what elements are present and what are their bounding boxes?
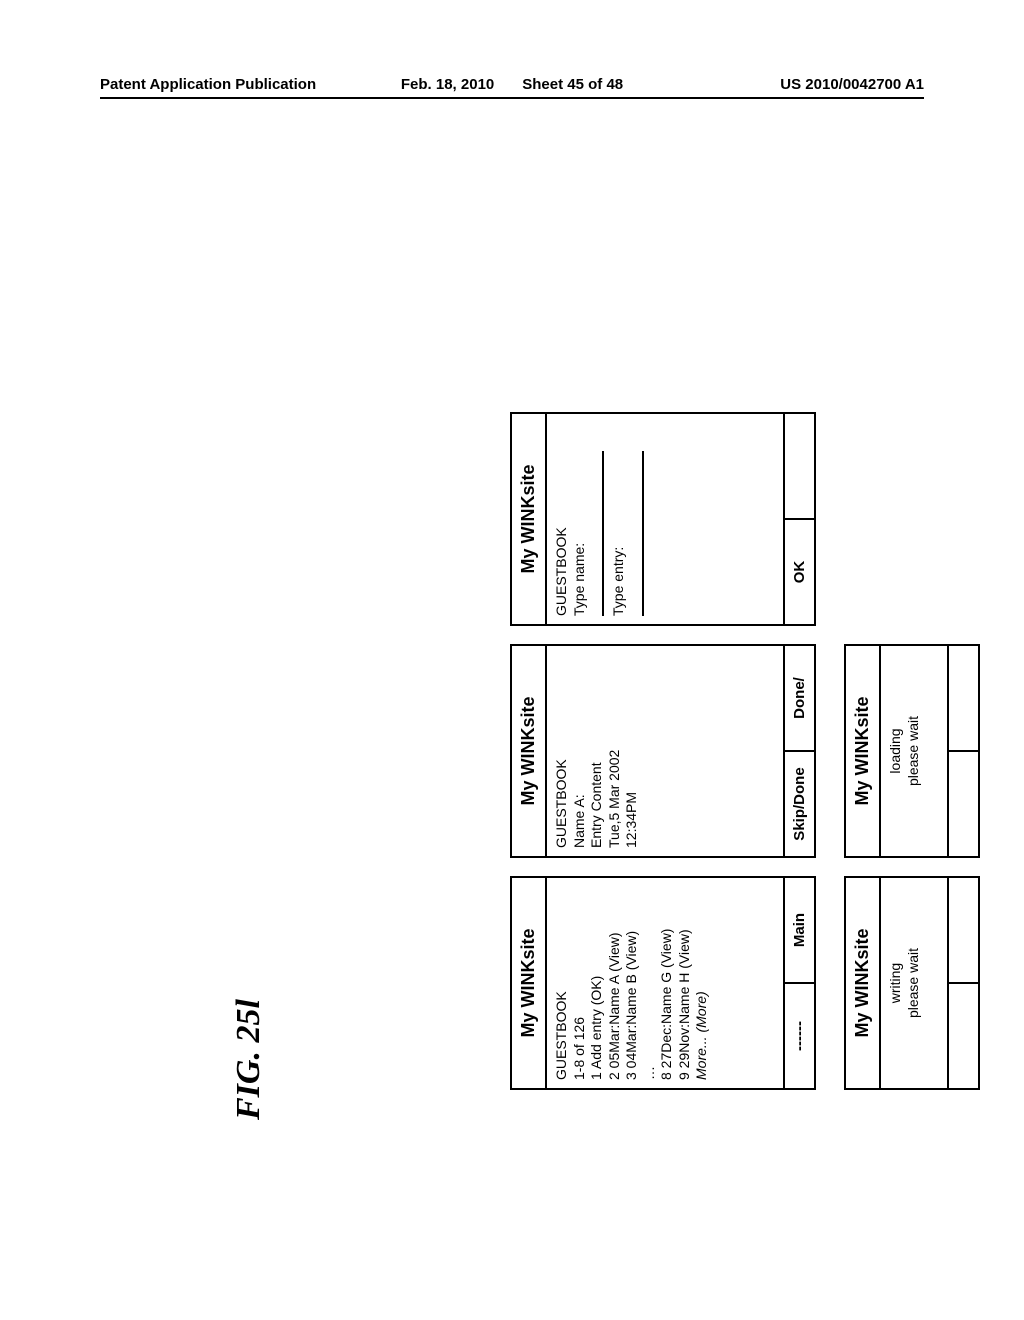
screen-body: writing please wait (881, 878, 947, 1088)
screen-writing: My WINKsite writing please wait (844, 876, 980, 1090)
softkeys: Skip/Done Done/ (783, 646, 814, 856)
screen-title: My WINKsite (846, 646, 881, 856)
header-publication: Patent Application Publication (100, 76, 387, 93)
line: 1-8 of 126 (571, 886, 589, 1080)
softkeys: OK (783, 414, 814, 624)
screen-add-entry: My WINKsite GUESTBOOK Type name: Type en… (510, 412, 816, 626)
line: Entry Content (588, 654, 606, 848)
screen-body: GUESTBOOK Type name: Type entry: (547, 414, 783, 624)
status-line: loading (887, 654, 905, 848)
softkeys (947, 646, 978, 856)
label-entry: Type entry: (610, 422, 628, 616)
screen-loading: My WINKsite loading please wait (844, 644, 980, 858)
status-line: writing (887, 886, 905, 1080)
row-bottom: My WINKsite writing please wait My WINKs… (844, 190, 980, 1090)
softkey-left[interactable]: ------ (785, 984, 814, 1088)
softkey-right[interactable] (785, 414, 814, 520)
row-top: My WINKsite GUESTBOOK 1-8 of 126 1 Add e… (510, 190, 816, 1090)
line: Tue,5 Mar 2002 (606, 654, 624, 848)
softkey-right (949, 878, 978, 984)
screens-canvas: My WINKsite GUESTBOOK 1-8 of 126 1 Add e… (510, 190, 980, 1090)
screen-guestbook-list: My WINKsite GUESTBOOK 1-8 of 126 1 Add e… (510, 876, 816, 1090)
softkey-left (949, 752, 978, 856)
softkeys (947, 878, 978, 1088)
screen-title: My WINKsite (512, 414, 547, 624)
softkey-left (949, 984, 978, 1088)
line: GUESTBOOK (553, 654, 571, 848)
list-item[interactable]: 3 04Mar:Name B (View) (623, 886, 641, 1080)
figure-label: FIG. 25l (230, 999, 268, 1120)
softkey-right[interactable]: Done/ (785, 646, 814, 752)
softkey-right[interactable]: Main (785, 878, 814, 984)
header-sheet: Sheet 45 of 48 (508, 76, 637, 93)
header-docnumber: US 2010/0042700 A1 (637, 76, 924, 93)
softkeys: ------ Main (783, 878, 814, 1088)
softkey-left[interactable]: Skip/Done (785, 752, 814, 856)
page: Patent Application Publication Feb. 18, … (0, 0, 1024, 1320)
list-item[interactable]: 2 05Mar:Name A (View) (606, 886, 624, 1080)
page-header: Patent Application Publication Feb. 18, … (100, 76, 924, 99)
line: Name A: (571, 654, 589, 848)
screen-entry-detail: My WINKsite GUESTBOOK Name A: Entry Cont… (510, 644, 816, 858)
heading: GUESTBOOK (553, 422, 571, 616)
line: 12:34PM (623, 654, 641, 848)
entry-input[interactable] (628, 451, 644, 616)
list-item[interactable]: 1 Add entry (OK) (588, 886, 606, 1080)
list-item[interactable]: 9 29Nov:Name H (View) (676, 886, 694, 1080)
screen-title: My WINKsite (846, 878, 881, 1088)
list-item[interactable]: 8 27Dec:Name G (View) (658, 886, 676, 1080)
softkey-right (949, 646, 978, 752)
name-input[interactable] (588, 451, 604, 616)
screen-body: loading please wait (881, 646, 947, 856)
softkey-left[interactable]: OK (785, 520, 814, 624)
header-date: Feb. 18, 2010 (387, 76, 508, 93)
screen-body: GUESTBOOK Name A: Entry Content Tue,5 Ma… (547, 646, 783, 856)
more-link[interactable]: More... (More) (693, 886, 711, 1080)
screen-title: My WINKsite (512, 878, 547, 1088)
status-line: please wait (905, 886, 923, 1080)
status-line: please wait (905, 654, 923, 848)
label-name: Type name: (571, 422, 589, 616)
screen-body: GUESTBOOK 1-8 of 126 1 Add entry (OK) 2 … (547, 878, 783, 1088)
screen-title: My WINKsite (512, 646, 547, 856)
line: GUESTBOOK (553, 886, 571, 1080)
line: … (641, 886, 659, 1080)
